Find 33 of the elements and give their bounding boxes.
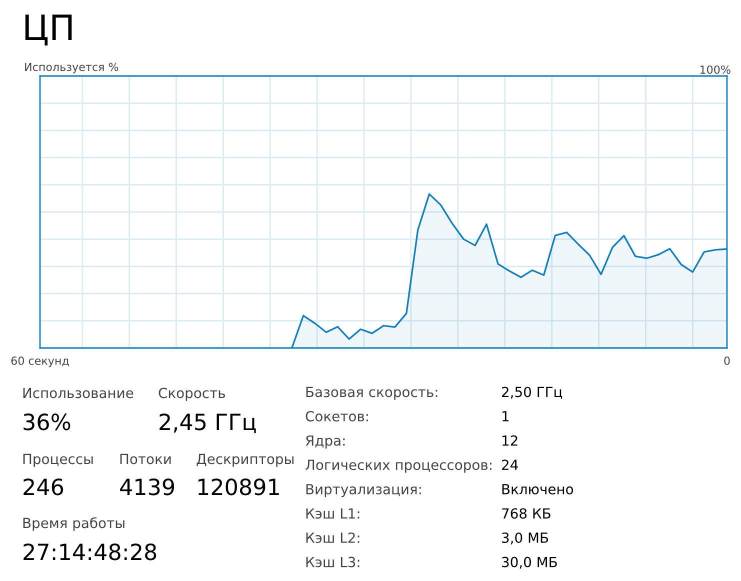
text: 3,0 МБ bbox=[502, 532, 548, 544]
text: Виртуализация: bbox=[306, 484, 421, 498]
text: Время работы bbox=[23, 517, 124, 531]
text: Ядра: bbox=[306, 435, 345, 448]
text: Процессы bbox=[23, 454, 93, 467]
text: 27:14:48:28 bbox=[24, 543, 156, 560]
text: Базовая скорость: bbox=[306, 386, 438, 400]
text: 2,50 ГГц bbox=[502, 386, 562, 399]
x-tick-label: 0 bbox=[724, 356, 730, 365]
text: Сокетов: bbox=[306, 410, 368, 422]
text: Кэш L2: bbox=[306, 532, 360, 543]
y-tick-label: 100% bbox=[700, 65, 730, 74]
text: 36% bbox=[24, 413, 70, 430]
y-axis-title: Используется % bbox=[25, 62, 118, 74]
text: 120891 bbox=[198, 478, 279, 496]
text: 12 bbox=[502, 435, 518, 446]
text: 24 bbox=[502, 460, 518, 470]
text: Кэш L3: bbox=[306, 556, 360, 568]
chart-title: ЦП bbox=[25, 14, 72, 46]
text: 30,0 МБ bbox=[502, 556, 557, 569]
text: Кэш L1: bbox=[306, 508, 360, 519]
text: Дескрипторы bbox=[196, 454, 294, 467]
text: 2,45 ГГц bbox=[160, 413, 256, 434]
text: Скорость bbox=[158, 388, 225, 401]
text: 4139 bbox=[120, 478, 174, 496]
text: Включено bbox=[502, 484, 574, 494]
text: Потоки bbox=[120, 454, 171, 464]
text: 1 bbox=[502, 411, 509, 422]
text: 246 bbox=[24, 478, 64, 496]
text: Использование bbox=[23, 388, 134, 398]
x-tick-label: 60 секунд bbox=[11, 356, 69, 368]
text: 768 КБ bbox=[502, 508, 550, 519]
text: Логических процессоров: bbox=[306, 460, 492, 473]
